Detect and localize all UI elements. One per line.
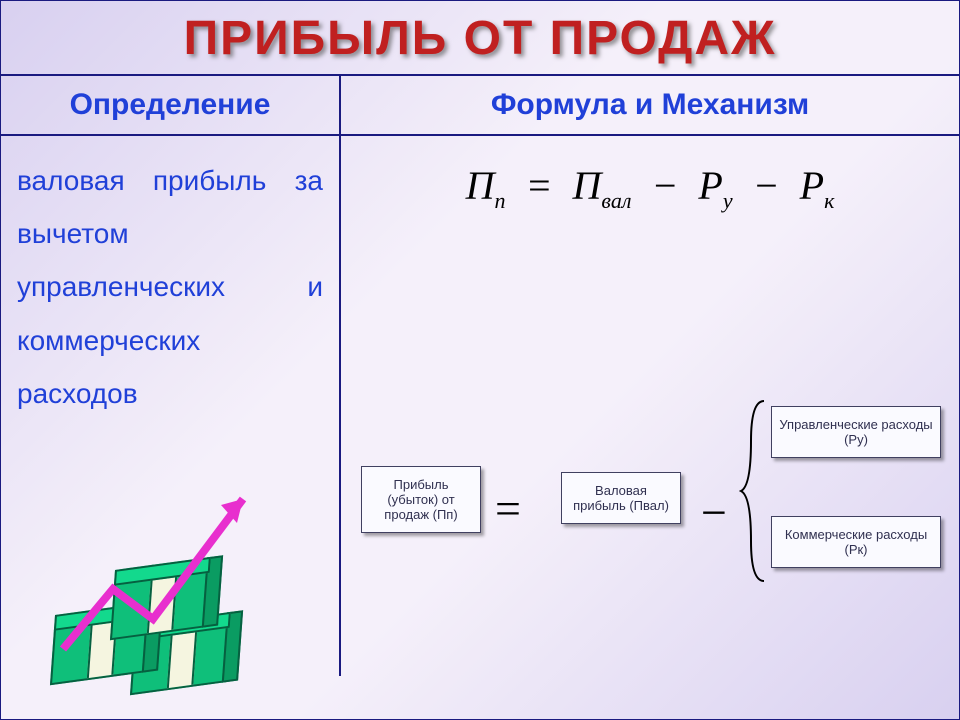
equals-sign: = [495,482,521,535]
box-admin-expense: Управленческие расходы (Ру) [771,406,941,458]
formula-t3-letter: Р [800,163,824,208]
formula-t1-letter: П [573,163,602,208]
table-header: Определение Формула и Механизм [1,76,959,136]
header-definition: Определение [1,76,341,134]
box-profit: Прибыль (убыток) от продаж (Пп) [361,466,481,533]
definition-text: валовая прибыль за вычетом управленчески… [17,154,323,420]
brace-icon [739,396,769,586]
page-title: ПРИБЫЛЬ ОТ ПРОДАЖ [1,1,959,76]
formula-cell: Пп = Пвал − Ру − Рк Прибыль (убыток) от … [341,136,959,676]
formula-t2-sub: у [723,188,733,213]
money-growth-icon [33,489,283,689]
mechanism-diagram: Прибыль (убыток) от продаж (Пп) = Валова… [361,406,949,606]
definition-cell: валовая прибыль за вычетом управленчески… [1,136,341,676]
formula-equation: Пп = Пвал − Ру − Рк [341,162,959,214]
formula-t1-sub: вал [601,188,631,213]
formula-t2-letter: Р [698,163,722,208]
header-formula: Формула и Механизм [341,76,959,134]
formula-t3-sub: к [824,188,834,213]
formula-lhs-sub: п [495,188,506,213]
minus-sign: − [701,486,727,539]
slide: ПРИБЫЛЬ ОТ ПРОДАЖ Определение Формула и … [0,0,960,720]
growth-arrow-icon [53,469,263,659]
box-comm-expense: Коммерческие расходы (Рк) [771,516,941,568]
box-gross: Валовая прибыль (Пвал) [561,472,681,524]
table-body: валовая прибыль за вычетом управленчески… [1,136,959,676]
formula-lhs-letter: П [466,163,495,208]
